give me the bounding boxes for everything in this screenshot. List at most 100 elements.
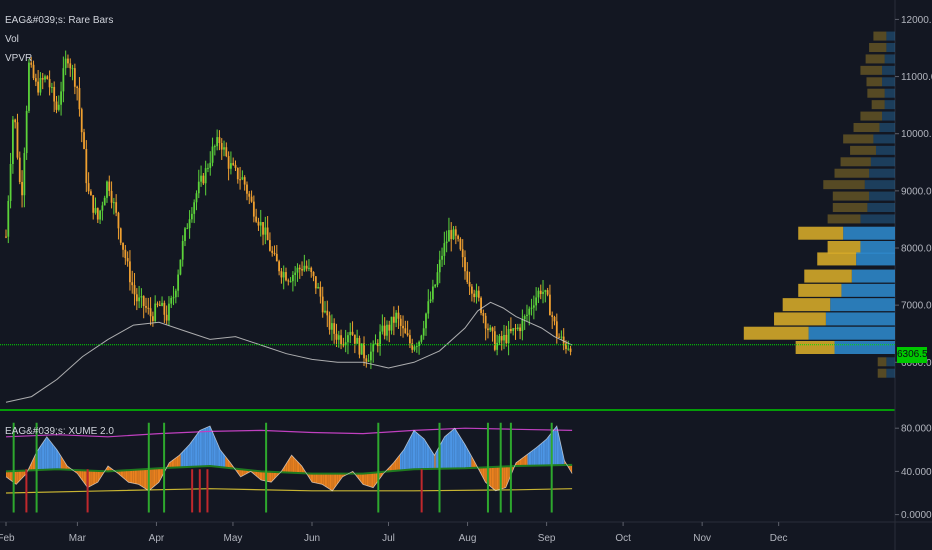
oscillator-fill xyxy=(184,448,186,468)
oscillator-fill xyxy=(155,468,157,486)
oscillator-fill xyxy=(412,430,414,470)
candle-body xyxy=(282,272,285,278)
oscillator-fill xyxy=(50,441,52,470)
oscillator-fill xyxy=(366,473,369,486)
oscillator-fill xyxy=(190,440,193,467)
candle-body xyxy=(291,275,294,282)
candle-body xyxy=(333,323,336,334)
oscillator-fill xyxy=(6,471,8,478)
time-tick-label: Oct xyxy=(615,533,631,544)
oscillator-fill xyxy=(7,471,9,479)
candle-body xyxy=(99,210,101,220)
legend-volume[interactable]: Vol xyxy=(5,34,19,45)
vpvr-up-bar xyxy=(850,145,876,155)
candle-body xyxy=(560,336,563,338)
oscillator-fill xyxy=(524,455,527,466)
oscillator-fill xyxy=(324,473,327,487)
legend-xume[interactable]: EAG&#039;s: XUME 2.0 xyxy=(5,426,114,437)
osc-tick-label: 80.0000 xyxy=(901,424,932,435)
candle-body xyxy=(491,327,494,332)
oscillator-fill xyxy=(312,473,314,483)
oscillator-fill xyxy=(303,468,305,474)
candle-body xyxy=(567,348,570,350)
candle-body xyxy=(161,302,163,306)
candle-body xyxy=(353,334,356,344)
oscillator-fill xyxy=(364,473,366,486)
oscillator-fill xyxy=(328,473,330,490)
oscillator-fill xyxy=(45,436,47,470)
candle-body xyxy=(262,222,264,235)
candle-body xyxy=(330,323,333,330)
oscillator-fill xyxy=(332,473,334,491)
oscillator-fill xyxy=(426,443,429,469)
oscillator-fill xyxy=(261,471,263,481)
candle-body xyxy=(413,346,416,350)
oscillator-fill xyxy=(522,457,524,466)
oscillator-fill xyxy=(491,466,494,489)
vpvr-down-bar xyxy=(869,168,895,178)
candle-body xyxy=(147,307,150,309)
oscillator-fill xyxy=(452,429,454,469)
oscillator-fill xyxy=(323,473,325,486)
candle-body xyxy=(236,167,239,180)
legend-vpvr[interactable]: VPVR xyxy=(5,53,33,64)
vpvr-up-bar xyxy=(743,326,809,340)
vpvr-down-bar xyxy=(879,123,895,132)
oscillator-fill xyxy=(453,428,455,469)
oscillator-fill xyxy=(538,444,541,466)
candle-body xyxy=(151,316,154,321)
candle-body xyxy=(216,137,219,147)
vpvr-down-bar xyxy=(808,326,895,340)
oscillator-fill xyxy=(528,452,531,466)
candle-body xyxy=(388,324,391,331)
candle-body xyxy=(429,299,432,302)
vpvr-down-bar xyxy=(870,157,895,167)
oscillator-fill xyxy=(465,444,467,469)
candle-body xyxy=(521,319,524,332)
vpvr-down-bar xyxy=(886,43,895,52)
candle-body xyxy=(386,324,388,336)
candle-body xyxy=(55,101,58,110)
oscillator-fill xyxy=(153,468,156,487)
oscillator-fill xyxy=(8,471,10,480)
oscillator-fill xyxy=(429,447,431,469)
candle-body xyxy=(172,297,175,299)
oscillator-fill xyxy=(503,466,505,489)
candle-body xyxy=(558,336,560,338)
vpvr-down-bar xyxy=(886,31,895,41)
legend-rare-bars[interactable]: EAG&#039;s: Rare Bars xyxy=(5,15,114,26)
candle-body xyxy=(73,68,76,87)
oscillator-fill xyxy=(396,457,398,471)
candle-body xyxy=(328,315,331,330)
candle-body xyxy=(319,286,322,297)
oscillator-fill xyxy=(527,453,529,466)
vpvr-down-bar xyxy=(882,77,895,87)
candle-body xyxy=(468,282,471,287)
candle-body xyxy=(255,216,258,222)
candle-body xyxy=(83,132,85,149)
oscillator-fill xyxy=(169,461,171,468)
osc-tick-label: 0.0000 xyxy=(901,510,932,521)
oscillator-fill xyxy=(127,470,129,483)
vpvr-down-bar xyxy=(873,134,895,144)
oscillator-fill xyxy=(88,470,91,487)
candle-body xyxy=(184,228,186,241)
candle-body xyxy=(223,147,225,150)
candle-body xyxy=(340,335,342,345)
candle-body xyxy=(110,190,113,203)
candle-body xyxy=(562,336,565,344)
candle-body xyxy=(452,229,455,240)
lower-band-line xyxy=(5,488,573,494)
oscillator-fill xyxy=(138,469,140,486)
candle-body xyxy=(553,317,556,322)
oscillator-fill xyxy=(187,445,189,467)
candle-body xyxy=(64,58,67,69)
oscillator-fill xyxy=(17,470,19,484)
oscillator-fill xyxy=(63,459,65,470)
candle-body xyxy=(535,297,538,306)
candle-body xyxy=(450,230,453,240)
oscillator-fill xyxy=(317,473,319,484)
vpvr-up-bar xyxy=(873,31,887,41)
oscillator-fill xyxy=(359,473,361,482)
